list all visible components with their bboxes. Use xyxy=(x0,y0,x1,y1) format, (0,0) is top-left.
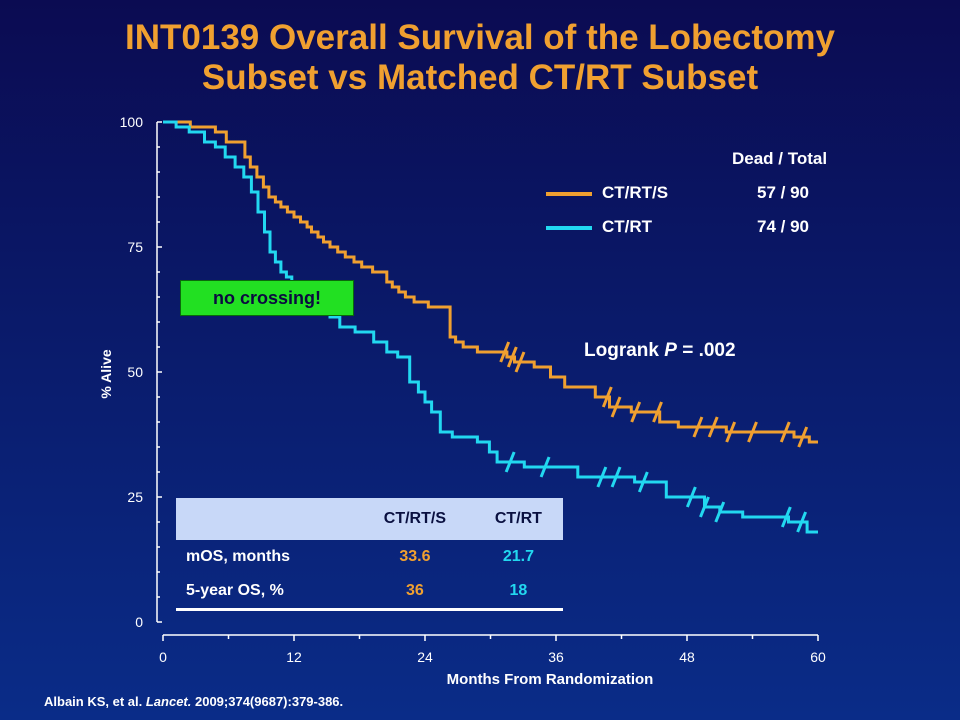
stats-row-mos: mOS, months 33.6 21.7 xyxy=(176,540,563,574)
censor-mark-ct-rt-s xyxy=(499,341,511,363)
censor-mark-ct-rt-s xyxy=(610,396,622,418)
y-axis-label: % Alive xyxy=(98,349,114,399)
legend-name: CT/RT/S xyxy=(602,183,669,202)
citation-journal: Lancet. xyxy=(145,694,192,709)
stats-cell-ct-rt: 21.7 xyxy=(502,548,534,565)
censor-mark-ct-rt-s xyxy=(797,426,809,448)
censor-mark-ct-rt-s xyxy=(630,401,642,423)
x-tick-label: 24 xyxy=(417,649,433,665)
legend-item-ct-rt: CT/RT 74 / 90 xyxy=(546,215,846,241)
censor-mark-ct-rt-s xyxy=(652,401,663,423)
stats-row-label: mOS, months xyxy=(186,548,291,565)
stats-cell-ct-rt-s: 36 xyxy=(356,574,474,611)
citation: Albain KS, et al. Lancet. 2009;374(9687)… xyxy=(44,694,343,709)
x-tick-label: 48 xyxy=(679,649,695,665)
censor-mark-ct-rt xyxy=(539,456,551,478)
censor-mark-ct-rt-s xyxy=(601,386,613,408)
y-tick-label: 0 xyxy=(135,614,143,630)
series-line-ct-rt xyxy=(163,120,818,534)
legend-swatch-ct-rt xyxy=(546,226,592,230)
legend-count: 74 / 90 xyxy=(757,217,809,236)
logrank-prefix: Logrank xyxy=(584,340,665,361)
x-tick-label: 12 xyxy=(286,649,302,665)
censor-mark-ct-rt-s xyxy=(692,416,704,438)
logrank-value: = .002 xyxy=(676,340,736,361)
citation-ref: 2009;374(9687):379-386. xyxy=(191,694,344,709)
x-axis-label: Months From Randomization xyxy=(446,671,654,688)
stats-cell-ct-rt-s: 33.6 xyxy=(399,548,431,565)
y-tick-label: 100 xyxy=(120,114,144,130)
censor-mark-ct-rt xyxy=(596,466,608,488)
stats-header-ct-rt-s: CT/RT/S xyxy=(356,498,474,540)
y-tick-label: 50 xyxy=(127,364,143,380)
censor-mark-ct-rt xyxy=(796,511,808,533)
chart-title: INT0139 Overall Survival of the Lobectom… xyxy=(0,18,960,98)
censor-mark-ct-rt xyxy=(637,471,649,493)
chart-title-line-2: Subset vs Matched CT/RT Subset xyxy=(201,58,759,97)
series-line-ct-rt-s xyxy=(163,120,818,444)
legend-name: CT/RT xyxy=(602,217,653,236)
chart-axes: 0 25 50 75 100 0 12 24 36 48 60 xyxy=(120,114,826,665)
x-tick-label: 60 xyxy=(810,649,826,665)
censor-mark-ct-rt-s xyxy=(725,421,737,443)
stats-row-label: 5-year OS, % xyxy=(176,574,356,611)
censor-mark-ct-rt-s xyxy=(747,421,758,443)
y-tick-label: 25 xyxy=(127,489,143,505)
stats-header-row: CT/RT/S CT/RT xyxy=(176,498,563,540)
citation-authors: Albain KS, et al. xyxy=(44,694,146,709)
censor-mark-ct-rt-s xyxy=(707,416,719,438)
logrank-p: P xyxy=(664,340,677,361)
stats-header-blank xyxy=(176,498,356,540)
survival-stats-table: CT/RT/S CT/RT mOS, months 33.6 21.7 5-ye… xyxy=(176,498,563,611)
censor-mark-ct-rt xyxy=(504,451,516,473)
no-crossing-badge: no crossing! xyxy=(180,280,354,316)
stats-header-ct-rt: CT/RT xyxy=(473,498,563,540)
stats-cell-ct-rt: 18 xyxy=(473,574,563,611)
censor-mark-ct-rt xyxy=(780,506,792,528)
logrank-annotation: Logrank P = .002 xyxy=(584,340,736,362)
y-tick-label: 75 xyxy=(127,239,143,255)
censor-mark-ct-rt-s xyxy=(779,421,791,443)
censor-mark-ct-rt xyxy=(685,486,697,508)
legend-item-ct-rt-s: CT/RT/S 57 / 90 xyxy=(546,181,846,207)
stats-row-5yr-os: 5-year OS, % 36 18 xyxy=(176,574,563,611)
censor-mark-ct-rt xyxy=(610,466,622,488)
chart-series xyxy=(163,120,818,534)
censor-mark-ct-rt-s xyxy=(506,346,518,368)
x-tick-label: 0 xyxy=(159,649,167,665)
legend-header: Dead / Total xyxy=(732,149,828,168)
chart-title-line-1: INT0139 Overall Survival of the Lobectom… xyxy=(125,18,835,57)
censor-mark-ct-rt-s xyxy=(514,351,526,373)
legend-swatch-ct-rt-s xyxy=(546,192,592,196)
censor-mark-ct-rt xyxy=(714,501,726,523)
censor-mark-ct-rt xyxy=(699,496,710,518)
legend-count: 57 / 90 xyxy=(757,183,809,202)
x-tick-label: 36 xyxy=(548,649,564,665)
